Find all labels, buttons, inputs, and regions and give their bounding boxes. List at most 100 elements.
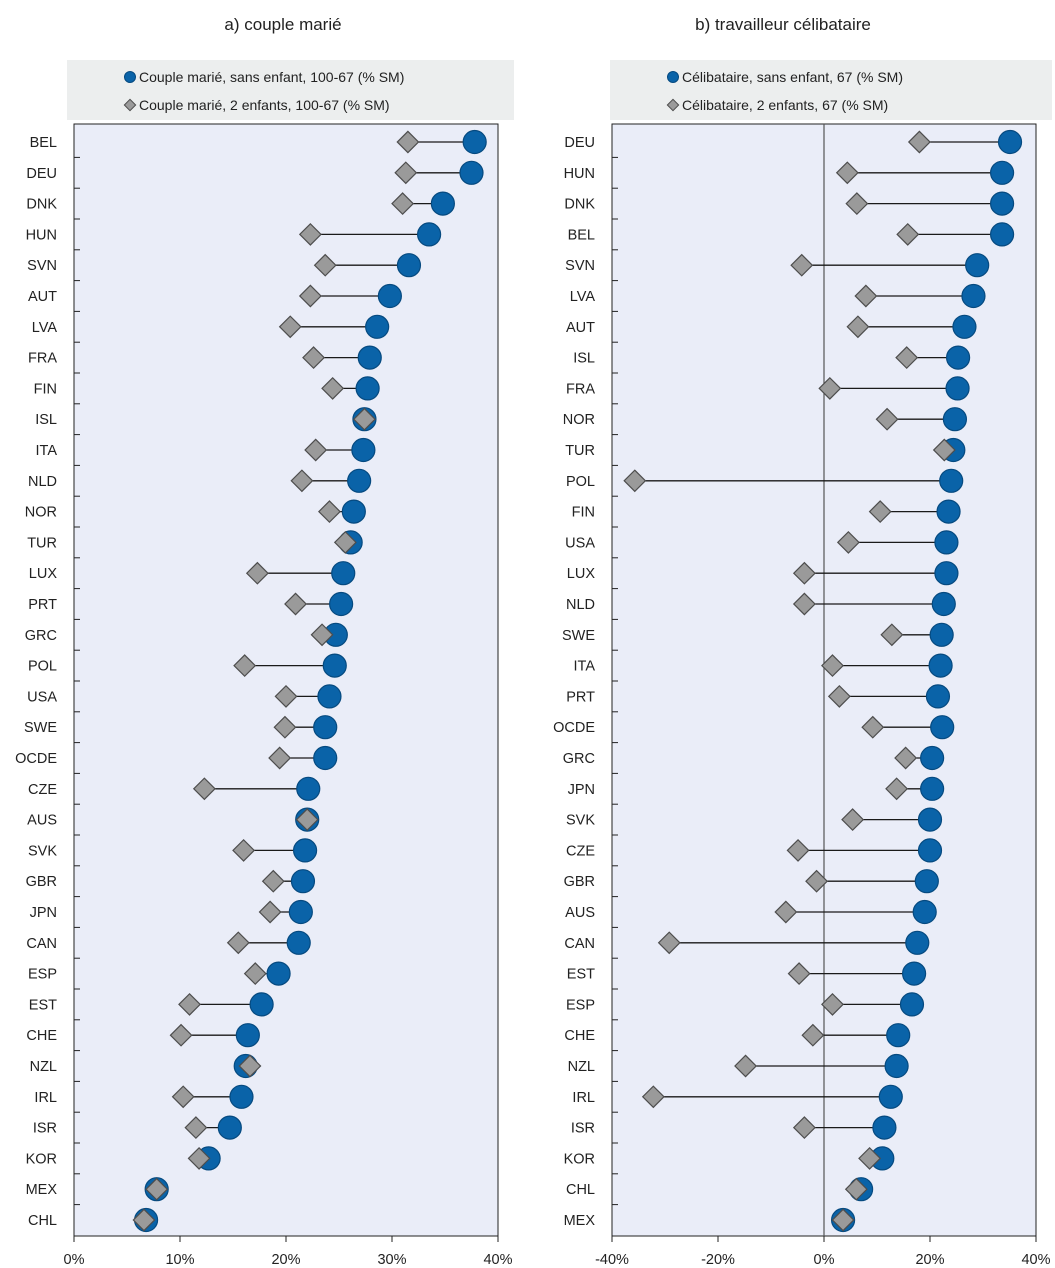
point-circle bbox=[430, 191, 455, 216]
point-circle bbox=[417, 222, 442, 247]
point-diamond bbox=[226, 931, 250, 955]
legend-entry-2: Couple marié, 2 enfants, 100-67 (% SM) bbox=[139, 97, 390, 113]
point-diamond bbox=[245, 561, 269, 585]
point-circle bbox=[961, 283, 986, 309]
point-circle bbox=[884, 1053, 909, 1079]
category-label: SVK bbox=[28, 843, 57, 859]
category-label: JPN bbox=[568, 782, 595, 798]
category-label: JPN bbox=[30, 905, 57, 921]
chart-panel-b: b) travailleur célibataire Célibataire, s… bbox=[553, 15, 1052, 1268]
category-label: TUR bbox=[565, 443, 595, 459]
category-label: USA bbox=[565, 535, 595, 551]
category-label: ISR bbox=[571, 1121, 595, 1137]
point-diamond bbox=[313, 253, 337, 277]
category-label: KOR bbox=[564, 1151, 595, 1167]
point-diamond bbox=[233, 654, 257, 678]
point-diamond bbox=[801, 1023, 825, 1047]
category-label: DEU bbox=[26, 166, 57, 182]
category-label: ISL bbox=[573, 351, 595, 367]
category-label: DEU bbox=[564, 135, 595, 151]
legend-box bbox=[610, 60, 1052, 120]
point-circle bbox=[942, 407, 968, 432]
category-label: DNK bbox=[26, 197, 57, 213]
point-diamond bbox=[792, 561, 816, 585]
point-diamond bbox=[623, 469, 647, 493]
category-label: SWE bbox=[562, 628, 595, 644]
chart-panel-a: a) couple marié Couple marié, sans enfant… bbox=[15, 15, 514, 1268]
point-diamond bbox=[333, 530, 357, 554]
category-label: LUX bbox=[29, 566, 58, 582]
category-label: FRA bbox=[28, 351, 57, 367]
point-diamond bbox=[321, 376, 345, 400]
point-diamond bbox=[258, 900, 282, 924]
point-circle bbox=[901, 961, 927, 986]
point-diamond bbox=[894, 746, 918, 770]
point-circle bbox=[266, 961, 291, 986]
x-tick-label: 40% bbox=[1021, 1252, 1050, 1268]
x-tick-label: 10% bbox=[165, 1252, 194, 1268]
point-circle bbox=[229, 1084, 254, 1109]
point-circle bbox=[934, 561, 959, 586]
category-label: PRT bbox=[28, 597, 57, 613]
point-circle bbox=[931, 591, 956, 617]
category-label: OCDE bbox=[15, 751, 57, 767]
point-circle bbox=[396, 253, 422, 278]
category-label: GBR bbox=[564, 874, 595, 890]
point-diamond bbox=[238, 1054, 262, 1078]
point-circle bbox=[899, 992, 925, 1017]
category-label: KOR bbox=[26, 1151, 57, 1167]
point-diamond bbox=[844, 1177, 868, 1201]
point-circle bbox=[365, 314, 390, 339]
point-circle bbox=[872, 1115, 897, 1140]
point-circle bbox=[357, 345, 382, 370]
category-label: HUN bbox=[564, 166, 595, 182]
legend-entry-1: Célibataire, sans enfant, 67 (% SM) bbox=[682, 69, 903, 85]
point-circle bbox=[459, 160, 484, 185]
category-label: IRL bbox=[572, 1090, 595, 1106]
point-circle bbox=[462, 129, 487, 155]
point-diamond bbox=[391, 192, 415, 216]
category-label: DNK bbox=[564, 197, 595, 213]
point-diamond bbox=[290, 469, 314, 493]
category-label: EST bbox=[567, 967, 595, 983]
point-circle bbox=[377, 283, 402, 309]
category-label: GBR bbox=[26, 874, 57, 890]
legend-marker-diamond bbox=[123, 98, 137, 112]
point-diamond bbox=[818, 376, 842, 400]
point-circle bbox=[928, 653, 953, 678]
point-circle bbox=[989, 191, 1015, 216]
point-diamond bbox=[243, 962, 267, 986]
point-circle bbox=[952, 314, 977, 339]
point-diamond bbox=[657, 931, 681, 955]
point-circle bbox=[945, 376, 970, 401]
point-circle bbox=[351, 437, 376, 463]
point-diamond bbox=[187, 1146, 211, 1170]
x-tick-label: 0% bbox=[64, 1252, 85, 1268]
point-circle bbox=[989, 160, 1015, 185]
point-diamond bbox=[352, 407, 376, 431]
point-diamond bbox=[790, 253, 814, 277]
category-label: IRL bbox=[34, 1090, 57, 1106]
point-diamond bbox=[787, 962, 811, 986]
point-diamond bbox=[821, 992, 844, 1016]
point-diamond bbox=[861, 715, 885, 739]
point-circle bbox=[331, 561, 356, 586]
point-circle bbox=[217, 1115, 242, 1140]
category-label: NOR bbox=[563, 412, 595, 428]
x-tick-label: 20% bbox=[915, 1252, 944, 1268]
point-diamond bbox=[836, 530, 860, 554]
point-diamond bbox=[641, 1085, 665, 1109]
category-label: HUN bbox=[26, 227, 57, 243]
point-diamond bbox=[868, 500, 892, 524]
point-diamond bbox=[880, 623, 904, 647]
point-circle bbox=[936, 499, 961, 524]
point-circle bbox=[313, 745, 338, 771]
category-label: CHE bbox=[26, 1028, 57, 1044]
point-circle bbox=[322, 653, 347, 678]
point-circle bbox=[235, 1023, 260, 1048]
point-circle bbox=[347, 468, 372, 493]
legend-box bbox=[67, 60, 514, 120]
point-circle bbox=[965, 253, 990, 278]
category-label: EST bbox=[29, 997, 57, 1013]
